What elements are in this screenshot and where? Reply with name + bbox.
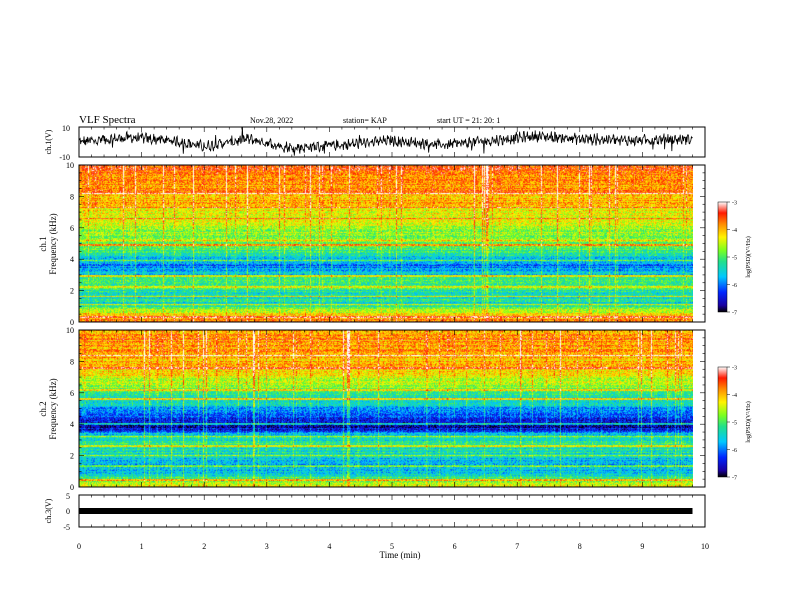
- ch2-spec-tick-marks: [78, 330, 706, 487]
- ch1-spec-ylabel-channel: ch.1: [38, 236, 48, 251]
- colorbar-tick-label: -4: [732, 228, 737, 234]
- colorbar-2-gradient: [717, 366, 728, 478]
- frequency-tick-label: 4: [70, 420, 74, 429]
- frequency-tick-label: 8: [70, 357, 74, 366]
- ch2-spec-ylabel-channel: ch.2: [38, 401, 48, 416]
- time-axis-label: Time (min): [380, 550, 421, 560]
- colorbar-tick-label: -5: [732, 256, 737, 262]
- frequency-tick-label: 10: [66, 326, 74, 335]
- colorbar-tick-label: -5: [732, 421, 737, 427]
- ch1-waveform-trace: [79, 127, 693, 156]
- header-start-time: start UT = 21: 20: 1: [437, 116, 500, 125]
- ch1-waveform-panel: 10 -10 ch.1(V): [44, 124, 706, 162]
- ch3-ytick-mid: 0: [66, 507, 70, 516]
- ch3-tick-marks: [78, 495, 706, 527]
- time-axis-tick-labels: 0 1 2 3 4 5 6 7 8 9 10: [77, 542, 709, 551]
- frequency-tick-label: 8: [70, 192, 74, 201]
- time-tick-label: 10: [701, 542, 709, 551]
- colorbar-tick-label: -3: [732, 366, 737, 372]
- time-tick-label: 2: [202, 542, 206, 551]
- colorbar-tick-label: -7: [732, 311, 737, 317]
- frequency-tick-label: 4: [70, 255, 74, 264]
- colorbar-tick-label: -7: [732, 476, 737, 482]
- ch3-signal-trace: [79, 508, 693, 514]
- colorbar-tick-label: -6: [732, 283, 737, 289]
- time-tick-label: 0: [77, 542, 81, 551]
- colorbar-tick-label: -3: [732, 201, 737, 207]
- ch3-signal-panel: 5 0 -5 ch.3(V): [44, 492, 706, 532]
- colorbar-tick-label: -6: [732, 448, 737, 454]
- colorbar-1: -3 -4 -5 -6 -7 log(PSD)(V²/Hz): [717, 201, 752, 317]
- header-station: station= KAP: [343, 116, 387, 125]
- ch1-ytick-top: 10: [62, 124, 70, 133]
- time-tick-label: 8: [578, 542, 582, 551]
- frequency-tick-label: 2: [70, 287, 74, 296]
- colorbar-2-ticks: -3 -4 -5 -6 -7: [727, 366, 737, 482]
- ch1-tick-marks: [78, 127, 706, 157]
- ch1-spectrogram-image: [79, 165, 693, 322]
- ch3-ytick-bottom: -5: [63, 523, 70, 532]
- ch1-ylabel: ch.1(V): [44, 129, 53, 154]
- ch1-spectrogram-panel: 0 2 4 6 8 10 ch.1 Frequency (kHz): [38, 161, 706, 327]
- ch2-spec-ylabel-frequency: Frequency (kHz): [48, 378, 58, 439]
- ch3-ytick-top: 5: [66, 492, 70, 501]
- frequency-tick-label: 0: [70, 483, 74, 492]
- ch1-frequency-ticks: 0 2 4 6 8 10: [66, 161, 705, 327]
- colorbar-2: -3 -4 -5 -6 -7 log(PSD)(V²/Hz): [717, 366, 752, 482]
- time-tick-label: 9: [640, 542, 644, 551]
- frequency-tick-label: 6: [70, 224, 74, 233]
- time-tick-label: 7: [515, 542, 519, 551]
- ch2-spectrogram-image: [79, 330, 693, 487]
- colorbar-1-gradient: [717, 201, 728, 313]
- time-tick-label: 4: [327, 542, 331, 551]
- time-tick-label: 5: [390, 542, 394, 551]
- ch3-ylabel: ch.3(V): [44, 498, 53, 523]
- time-tick-label: 3: [265, 542, 269, 551]
- figure-title: VLF Spectra: [79, 114, 136, 126]
- colorbar-1-ticks: -3 -4 -5 -6 -7: [727, 201, 737, 317]
- time-tick-label: 6: [453, 542, 457, 551]
- ch1-spec-ylabel-frequency: Frequency (kHz): [48, 213, 58, 274]
- frequency-tick-label: 0: [70, 318, 74, 327]
- ch2-frequency-ticks: 0 2 4 6 8 10: [66, 326, 705, 492]
- time-tick-label: 1: [140, 542, 144, 551]
- ch2-spectrogram-panel: 0 2 4 6 8 10 ch.2 Frequency (kHz): [38, 326, 706, 492]
- frequency-tick-label: 2: [70, 452, 74, 461]
- colorbar-tick-label: -4: [732, 393, 737, 399]
- ch1-ytick-bottom: -10: [59, 153, 70, 162]
- header-date: Nov.28, 2022: [250, 116, 293, 125]
- frequency-tick-label: 10: [66, 161, 74, 170]
- colorbar-2-label: log(PSD)(V²/Hz): [745, 401, 752, 442]
- frequency-tick-label: 6: [70, 389, 74, 398]
- ch1-spec-tick-marks: [78, 165, 706, 322]
- colorbar-1-label: log(PSD)(V²/Hz): [745, 236, 752, 277]
